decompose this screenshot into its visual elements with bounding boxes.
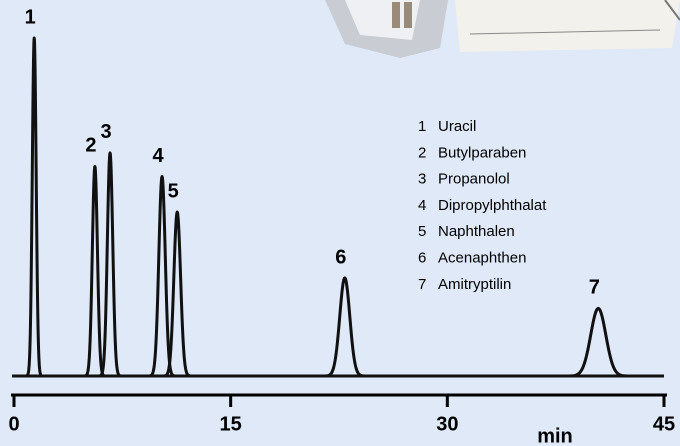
peak-label: 6 (335, 246, 346, 268)
legend-name: Amitryptilin (438, 276, 511, 293)
peak-label: 4 (152, 145, 164, 167)
vial (404, 2, 412, 28)
x-tick-label: 0 (8, 413, 19, 435)
legend-name: Propanolol (438, 171, 510, 188)
legend-name: Naphthalen (438, 223, 515, 240)
x-tick-label: 45 (653, 413, 675, 435)
x-tick-label: 15 (220, 413, 242, 435)
legend-number: 1 (418, 118, 426, 135)
peak-label: 2 (85, 135, 96, 157)
x-tick-label: 30 (436, 413, 458, 435)
peak-label: 1 (25, 6, 36, 28)
legend-number: 5 (418, 223, 426, 240)
chart: min 015304511Uracil22Butylparaben33Propa… (0, 0, 680, 446)
legend-number: 4 (418, 197, 426, 214)
peak-label: 7 (589, 277, 600, 299)
paper-image (455, 0, 680, 52)
vial (392, 2, 400, 28)
legend-name: Dipropylphthalat (438, 197, 547, 214)
legend-name: Butylparaben (438, 144, 526, 161)
legend-number: 3 (418, 171, 426, 188)
legend-number: 7 (418, 276, 426, 293)
background (0, 0, 680, 446)
legend-name: Uracil (438, 118, 476, 135)
peak-label: 3 (100, 121, 111, 143)
legend-number: 2 (418, 144, 426, 161)
x-axis-label: min (537, 425, 573, 446)
peak-label: 5 (168, 180, 179, 202)
legend-number: 6 (418, 249, 426, 266)
legend-name: Acenaphthen (438, 249, 526, 266)
